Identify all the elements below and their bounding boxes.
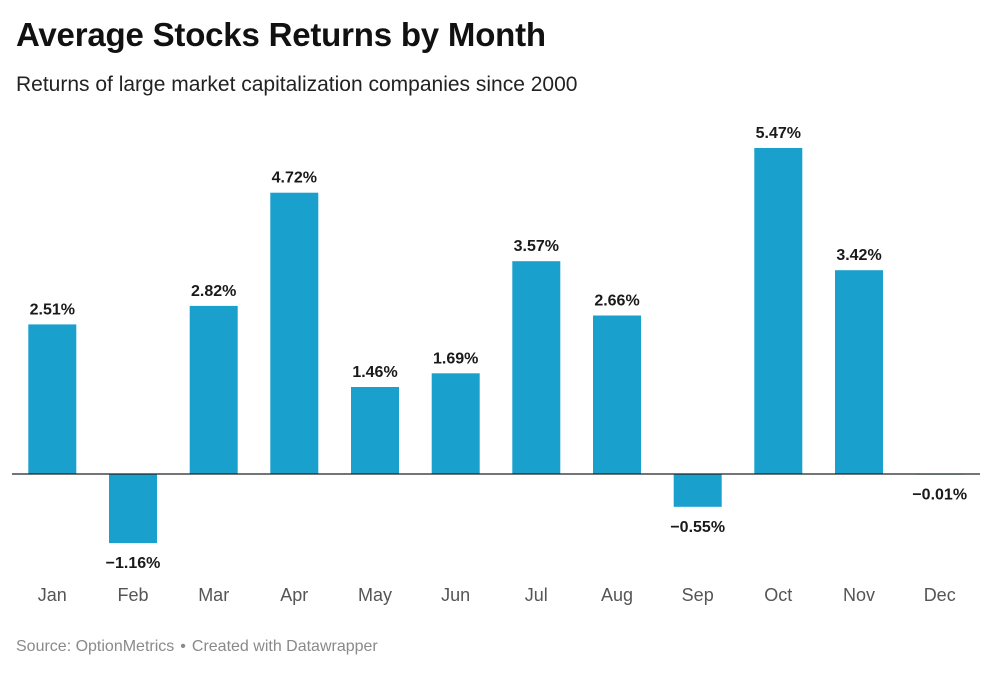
x-tick-label-sep: Sep xyxy=(682,585,714,605)
chart-footer: Source: OptionMetrics • Created with Dataw… xyxy=(16,638,378,656)
bar-apr xyxy=(270,192,319,474)
bar-oct xyxy=(754,148,803,474)
x-tick-label-apr: Apr xyxy=(280,585,308,605)
bar-nov xyxy=(835,270,883,474)
footer-separator: • xyxy=(180,638,186,655)
bar-mar xyxy=(189,305,238,474)
x-tick-label-nov: Nov xyxy=(843,585,875,605)
bar-jul xyxy=(512,261,561,474)
x-tick-label-jan: Jan xyxy=(38,585,67,605)
data-label-aug: 2.66% xyxy=(594,293,639,310)
source-note: Source: OptionMetrics xyxy=(16,638,175,655)
data-label-may: 1.46% xyxy=(352,364,397,381)
credit-note: Created with Datawrapper xyxy=(191,638,378,655)
data-label-sep: −0.55% xyxy=(670,519,725,536)
x-tick-label-feb: Feb xyxy=(117,585,148,605)
x-tick-label-aug: Aug xyxy=(601,585,633,605)
x-tick-label-oct: Oct xyxy=(764,585,792,605)
x-tick-label-may: May xyxy=(358,585,392,605)
bar-feb xyxy=(109,474,157,544)
bar-sep xyxy=(673,474,722,507)
bar-jun xyxy=(431,373,480,474)
data-label-dec: −0.01% xyxy=(912,487,967,504)
data-label-jun: 1.69% xyxy=(433,350,478,367)
bar-may xyxy=(351,387,399,474)
x-tick-label-dec: Dec xyxy=(924,585,956,605)
bar-chart: 2.51% Jan −1.16% Feb 2.82% Mar 4.72% Apr 1.46% Ma… xyxy=(12,125,980,605)
data-label-feb: −1.16% xyxy=(106,555,161,572)
x-tick-label-jul: Jul xyxy=(525,585,548,605)
data-label-oct: 5.47% xyxy=(756,125,801,142)
chart-subtitle: Returns of large market capitalization c… xyxy=(16,73,578,96)
x-tick-label-jun: Jun xyxy=(441,585,470,605)
data-label-jul: 3.57% xyxy=(514,238,559,255)
data-label-mar: 2.82% xyxy=(191,283,236,300)
chart-title: Average Stocks Returns by Month xyxy=(16,16,546,53)
bar-jan xyxy=(28,324,77,474)
data-label-nov: 3.42% xyxy=(836,247,881,264)
data-label-jan: 2.51% xyxy=(30,301,75,318)
bar-aug xyxy=(593,315,641,474)
data-label-apr: 4.72% xyxy=(272,170,317,187)
x-tick-label-mar: Mar xyxy=(198,585,229,605)
